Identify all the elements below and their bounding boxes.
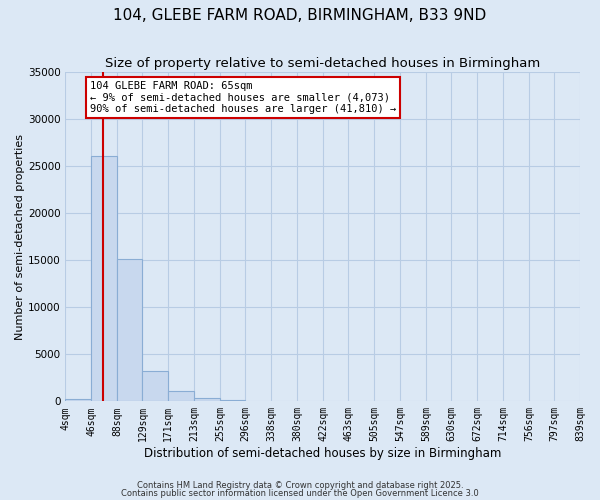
Text: Contains public sector information licensed under the Open Government Licence 3.: Contains public sector information licen…	[121, 489, 479, 498]
Bar	[194, 398, 220, 402]
Title: Size of property relative to semi-detached houses in Birmingham: Size of property relative to semi-detach…	[105, 58, 541, 70]
Bar	[65, 398, 91, 402]
Bar	[91, 156, 117, 402]
Bar	[142, 371, 169, 402]
Text: 104, GLEBE FARM ROAD, BIRMINGHAM, B33 9ND: 104, GLEBE FARM ROAD, BIRMINGHAM, B33 9N…	[113, 8, 487, 22]
X-axis label: Distribution of semi-detached houses by size in Birmingham: Distribution of semi-detached houses by …	[144, 447, 502, 460]
Bar	[117, 259, 142, 402]
Bar	[220, 400, 245, 402]
Text: 104 GLEBE FARM ROAD: 65sqm
← 9% of semi-detached houses are smaller (4,073)
90% : 104 GLEBE FARM ROAD: 65sqm ← 9% of semi-…	[90, 81, 396, 114]
Y-axis label: Number of semi-detached properties: Number of semi-detached properties	[15, 134, 25, 340]
Text: Contains HM Land Registry data © Crown copyright and database right 2025.: Contains HM Land Registry data © Crown c…	[137, 480, 463, 490]
Bar	[169, 391, 194, 402]
